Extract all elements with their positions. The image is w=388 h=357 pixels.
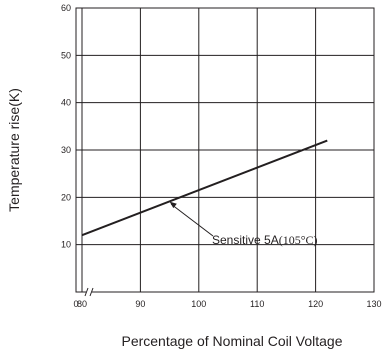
- annotation-label-condition: (105°C): [279, 233, 318, 247]
- axis-break-stroke: [89, 287, 94, 297]
- x-axis-title: Percentage of Nominal Coil Voltage: [121, 333, 342, 349]
- annotation-arrowhead: [169, 201, 177, 209]
- axis-break-stroke: [84, 287, 89, 297]
- y-tick-label: 30: [61, 145, 71, 155]
- axis-break-gap: [86, 287, 92, 297]
- annotation-leader: [170, 203, 214, 237]
- series-lines: [81, 139, 328, 237]
- tick-labels: 080 90 100 110 120 130 10 20 30 40 50 60: [61, 3, 382, 309]
- x-tick-label: 0: [73, 299, 78, 309]
- x-tick-label: 120: [308, 299, 323, 309]
- y-tick-label: 60: [61, 3, 71, 13]
- x-tick-label: 80: [77, 299, 87, 309]
- y-tick-label: 40: [61, 98, 71, 108]
- plot-frame: [75, 7, 375, 293]
- annotation-label-prefix: Sensitive 5A: [212, 233, 279, 247]
- series-line: [81, 139, 328, 237]
- annotation-label: Sensitive 5A(105°C): [212, 233, 318, 247]
- x-tick-label: 100: [191, 299, 206, 309]
- y-tick-label: 10: [61, 240, 71, 250]
- y-tick-label: 20: [61, 192, 71, 202]
- annotations: Sensitive 5A(105°C): [169, 201, 318, 247]
- grid-lines: [76, 8, 374, 292]
- x-tick-label: 130: [366, 299, 381, 309]
- axis-break-mark: [84, 287, 94, 297]
- x-tick-label: 110: [250, 299, 264, 309]
- y-tick-label: 50: [61, 50, 71, 60]
- x-tick-label: 90: [135, 299, 145, 309]
- y-axis-title: Temperature rise(K): [6, 88, 22, 212]
